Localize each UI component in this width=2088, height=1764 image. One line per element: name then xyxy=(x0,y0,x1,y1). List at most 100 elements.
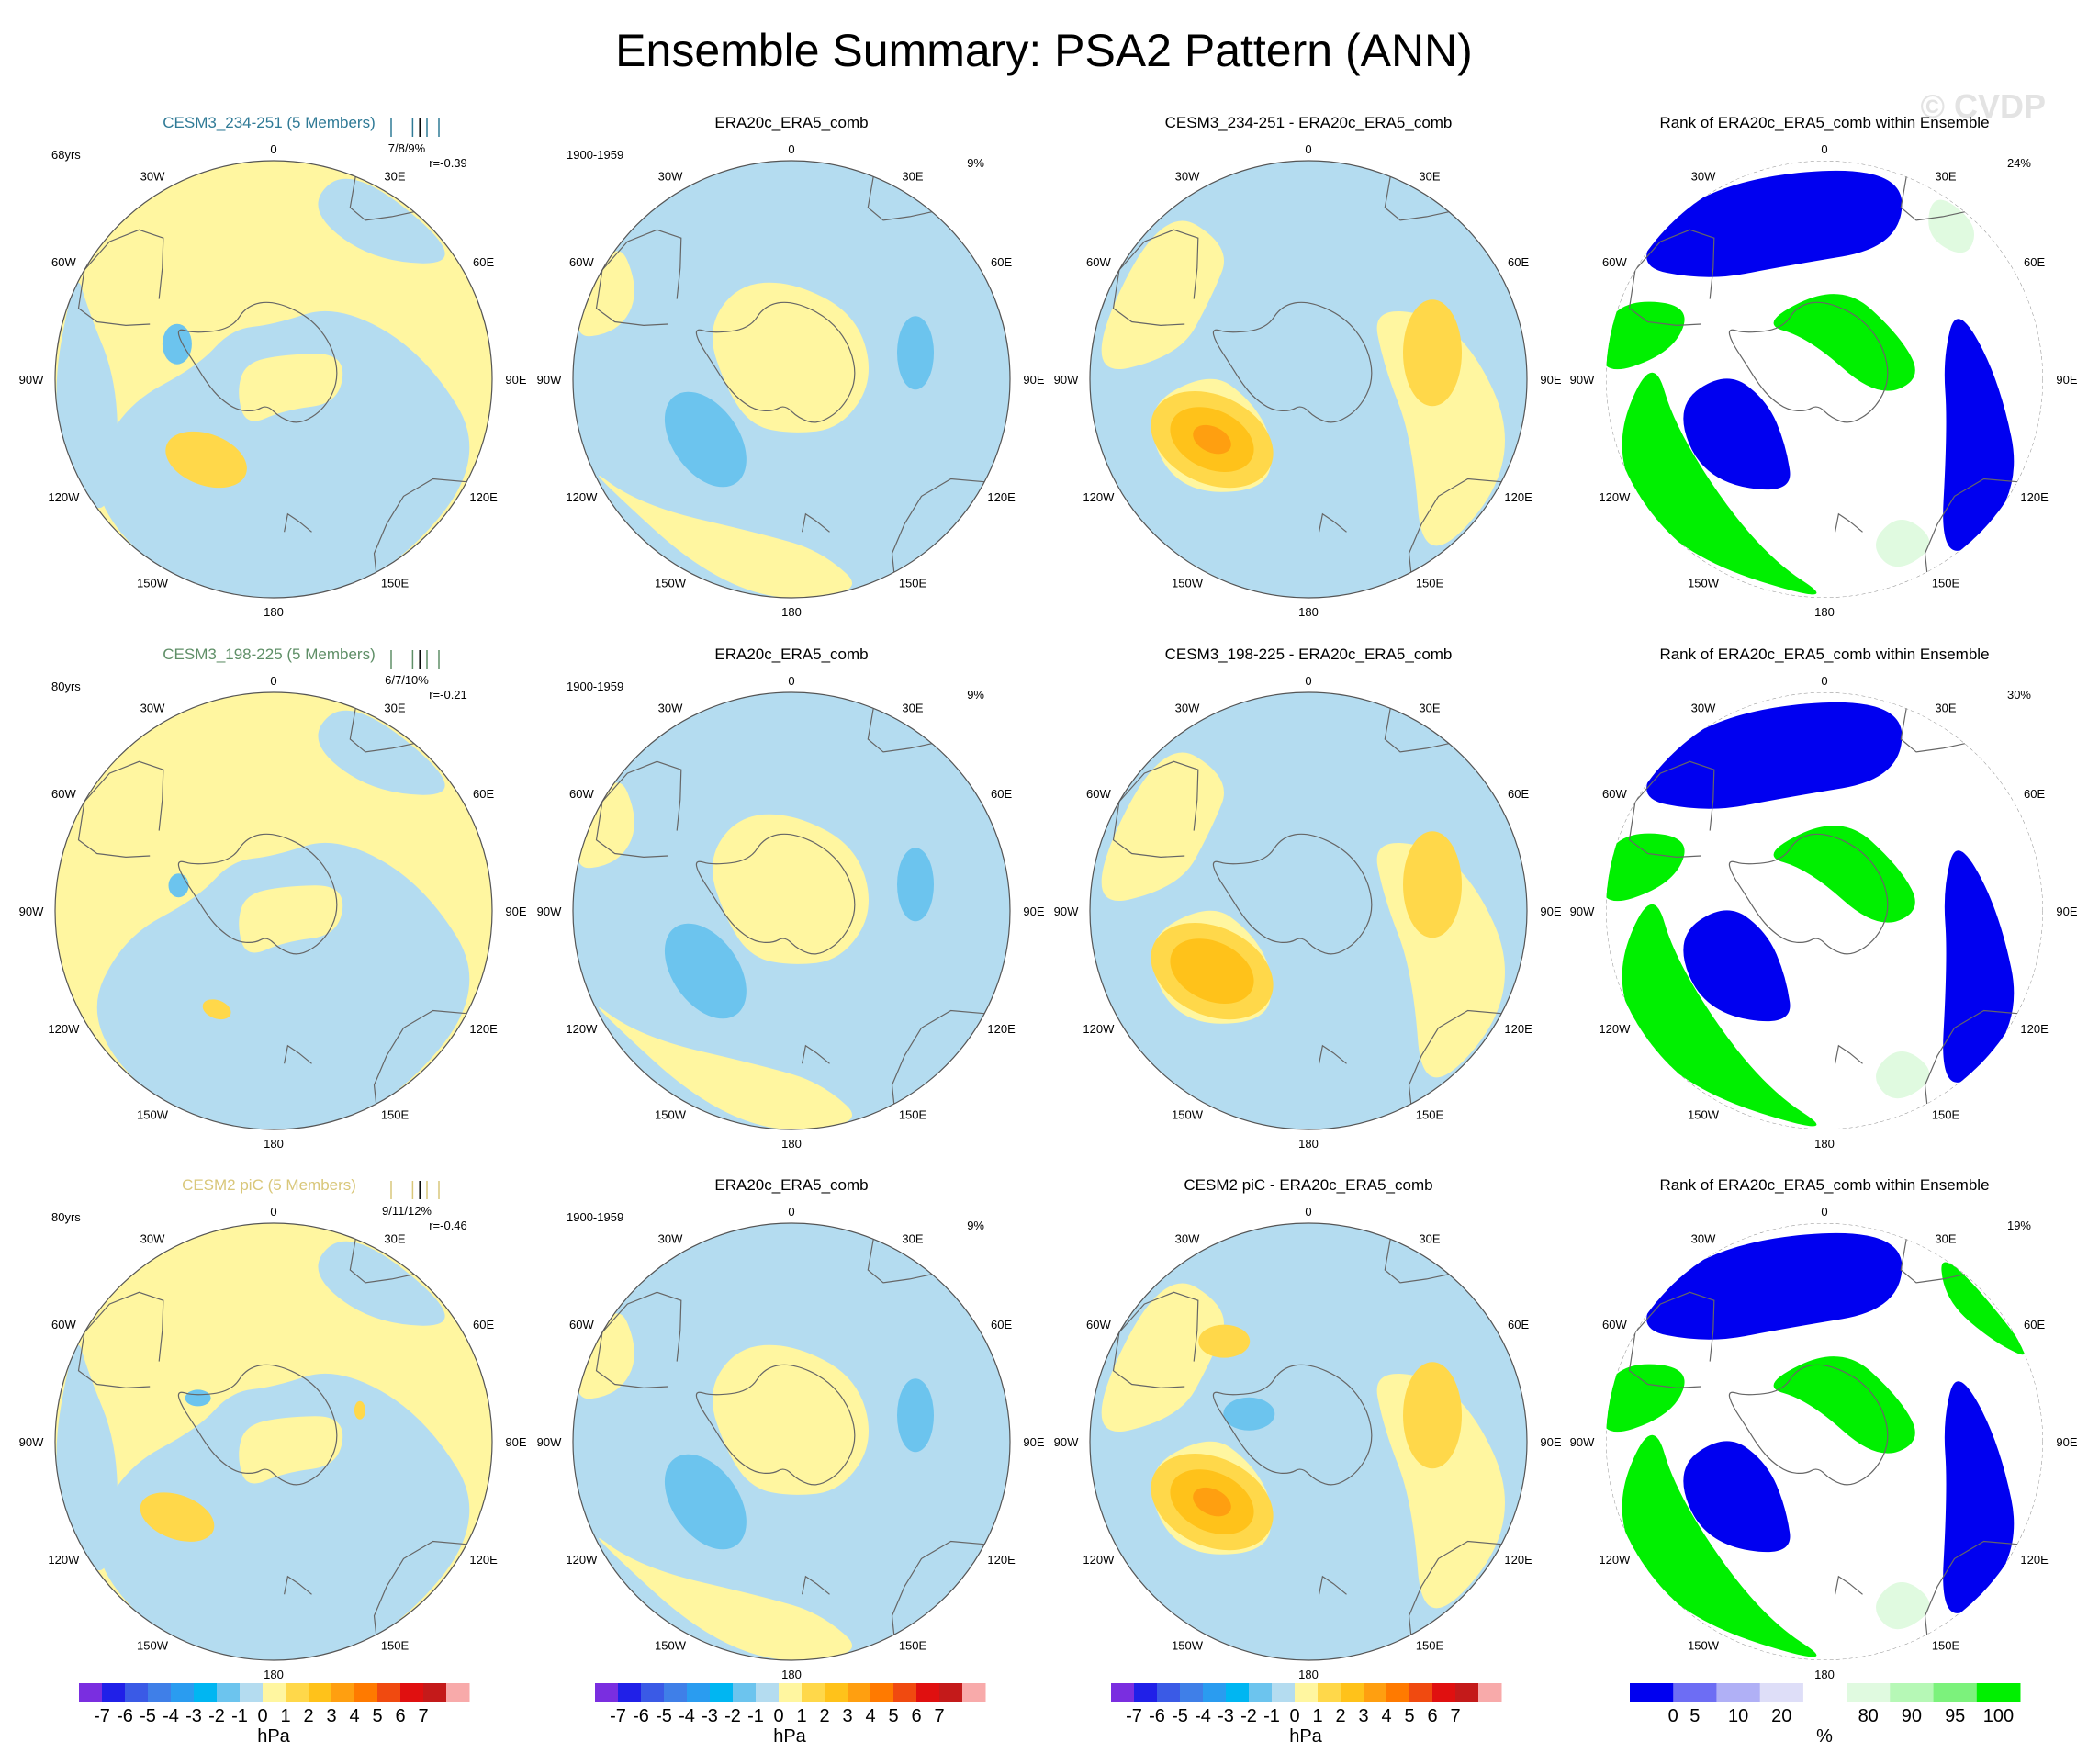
coastline-africa xyxy=(349,176,415,221)
positive-center xyxy=(140,1492,215,1542)
lon-label-60E: 60E xyxy=(991,255,1012,269)
rank-pct-label: 24% xyxy=(2007,156,2031,170)
rank-pale-region xyxy=(1876,1582,1930,1630)
rank-high-region xyxy=(1606,833,1685,902)
lon-label-60W: 60W xyxy=(1086,255,1111,269)
coastline-australia xyxy=(1924,478,2018,573)
colorbar-hpa-2: -7 -6 -5 -4 -3 -2 -1 0 1 2 3 4 5 6 7 hPa xyxy=(595,1683,986,1747)
pct-stats-label: 7/8/9% xyxy=(388,141,426,155)
lon-label-90W: 90W xyxy=(1570,904,1595,918)
lon-label-90E: 90E xyxy=(1540,1435,1561,1449)
colorbar-swatch xyxy=(1226,1683,1250,1702)
colorbar-swatch xyxy=(1455,1683,1479,1702)
colorbar-swatch xyxy=(779,1683,803,1702)
lon-label-0: 0 xyxy=(1305,674,1311,688)
coastline-australia xyxy=(1408,1540,1502,1635)
map-border xyxy=(1089,1222,1528,1661)
colorbar-tick-label: -1 xyxy=(747,1706,764,1726)
rank-high-region xyxy=(1606,301,1685,370)
lon-label-90W: 90W xyxy=(1570,373,1595,387)
lon-label-30W: 30W xyxy=(140,169,165,183)
coastline-australia xyxy=(1924,1540,2018,1635)
lon-label-120W: 120W xyxy=(48,1553,80,1567)
colorbar-tick-label: -5 xyxy=(140,1706,156,1726)
panel-row-2: 0 30E 60E 90E 120E 150E 180 150W 120W 90W 60W 30W CE… xyxy=(19,646,2078,1151)
coastline-south-america xyxy=(1628,229,1715,327)
colorbar-swatch xyxy=(618,1683,642,1702)
colorbar-tick-label: 80 xyxy=(1858,1706,1879,1726)
coastline-south-america xyxy=(1628,1291,1715,1389)
positive-region xyxy=(239,1416,343,1484)
difference-title: CESM3_198-225 - ERA20c_ERA5_comb xyxy=(1165,646,1453,663)
colorbar-swatch xyxy=(331,1683,355,1702)
negative-center xyxy=(185,1389,211,1407)
colorbar-unit-label: % xyxy=(1816,1726,1833,1747)
obs-pct-label: 9% xyxy=(967,688,984,702)
lon-label-180: 180 xyxy=(1814,1668,1835,1681)
positive-center xyxy=(1403,831,1462,938)
rank-high-region xyxy=(1941,1262,2025,1355)
coastline-africa xyxy=(1900,176,1966,221)
lon-label-30W: 30W xyxy=(1691,1231,1716,1245)
positive-region xyxy=(1101,220,1225,370)
coastline-australia xyxy=(891,478,985,573)
pct-stats-label: 6/7/10% xyxy=(385,673,429,687)
positive-center xyxy=(1170,938,1254,1004)
rank-high-region xyxy=(1622,372,1817,595)
lon-label-90W: 90W xyxy=(1054,373,1079,387)
lon-label-150E: 150E xyxy=(381,1639,410,1653)
positive-region xyxy=(712,282,870,433)
colorbar-swatch xyxy=(1157,1683,1181,1702)
map-field xyxy=(1606,161,2043,598)
lon-label-120W: 120W xyxy=(566,1553,598,1567)
lon-label-90E: 90E xyxy=(2056,1435,2077,1449)
negative-region xyxy=(96,842,470,1129)
negative-center xyxy=(168,873,189,898)
lon-label-150W: 150W xyxy=(1172,577,1204,590)
negative-region xyxy=(96,310,470,598)
rank-low-region xyxy=(1683,910,1791,1022)
lon-label-150W: 150W xyxy=(1688,1108,1720,1122)
colorbar-swatch xyxy=(148,1683,172,1702)
colorbar-swatch xyxy=(825,1683,848,1702)
coastline-africa xyxy=(349,708,415,753)
positive-center xyxy=(1403,1362,1462,1469)
lon-label-30E: 30E xyxy=(1419,1231,1440,1245)
lon-label-120E: 120E xyxy=(2020,490,2049,504)
coastline-south-america xyxy=(595,229,682,327)
rank-low-region xyxy=(1683,378,1791,490)
colorbar-swatch xyxy=(1716,1683,1761,1702)
rank-title: Rank of ERA20c_ERA5_comb within Ensemble xyxy=(1659,114,1989,131)
lon-label-0: 0 xyxy=(270,1205,276,1219)
lon-label-120W: 120W xyxy=(1083,1022,1115,1036)
rank-high-region xyxy=(1773,826,1915,923)
lon-label-150E: 150E xyxy=(1932,577,1960,590)
colorbar-swatch xyxy=(962,1683,986,1702)
colorbar-tick-label: -6 xyxy=(1149,1706,1165,1726)
coastline-africa xyxy=(1384,176,1450,221)
colorbar-tick-label: 7 xyxy=(934,1706,944,1726)
colorbar-swatch xyxy=(1432,1683,1456,1702)
colorbar-swatch xyxy=(1364,1683,1387,1702)
coastline-antarctica xyxy=(177,301,338,423)
negative-center xyxy=(897,848,934,922)
colorbar-tick-label: 0 xyxy=(257,1706,267,1726)
lon-label-30W: 30W xyxy=(658,701,683,714)
colorbar-swatch xyxy=(1180,1683,1204,1702)
colorbar-swatch xyxy=(641,1683,665,1702)
obs-years-label: 1900-1959 xyxy=(567,680,623,693)
lon-label-30E: 30E xyxy=(384,1231,405,1245)
lon-label-0: 0 xyxy=(1305,142,1311,156)
lon-label-60W: 60W xyxy=(1602,255,1627,269)
colorbar-swatch xyxy=(79,1683,103,1702)
lon-label-180: 180 xyxy=(264,1137,284,1151)
rank-high-region xyxy=(1606,1364,1685,1433)
colorbar-swatch xyxy=(756,1683,780,1702)
lon-label-150E: 150E xyxy=(1416,1639,1444,1653)
coastline-australia xyxy=(373,478,467,573)
positive-center xyxy=(1403,299,1462,407)
map-panel-obs-3: 0 30E 60E 90E 120E 150E 180 150W 120W 90W 60W 30W ER… xyxy=(537,1176,1045,1681)
positive-region xyxy=(599,1538,852,1660)
coastline-new-zealand xyxy=(802,1044,830,1064)
